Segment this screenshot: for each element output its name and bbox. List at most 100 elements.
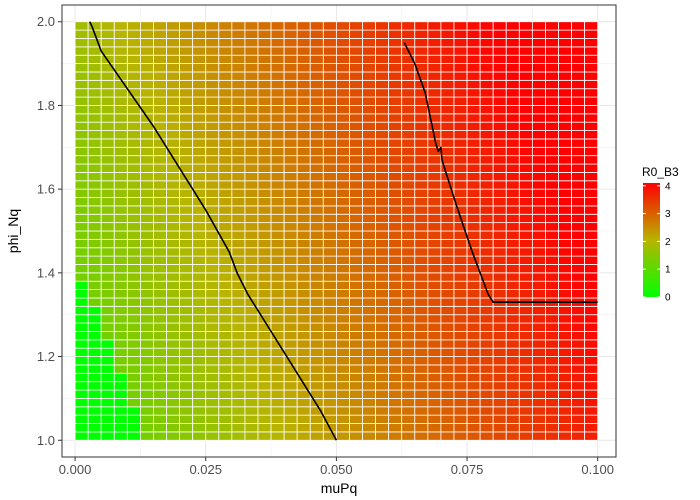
heatmap-tile xyxy=(296,406,311,416)
heatmap-tile xyxy=(126,356,141,366)
heatmap-tile xyxy=(231,381,246,391)
heatmap-tile xyxy=(388,406,403,416)
heatmap-tile xyxy=(531,414,546,424)
heatmap-tile xyxy=(545,172,559,182)
heatmap-tile xyxy=(505,96,520,106)
heatmap-tile xyxy=(179,339,194,349)
heatmap-tile xyxy=(571,356,586,366)
heatmap-tile xyxy=(584,372,599,383)
heatmap-tile xyxy=(440,389,455,399)
heatmap-tile xyxy=(322,180,337,190)
heatmap-tile xyxy=(153,113,167,123)
heatmap-tile xyxy=(270,146,285,157)
heatmap-tile xyxy=(296,21,311,31)
heatmap-tile xyxy=(309,197,324,207)
heatmap-tile xyxy=(296,79,311,90)
heatmap-tile xyxy=(87,364,102,374)
heatmap-tile xyxy=(505,121,520,131)
heatmap-tile xyxy=(440,121,455,131)
heatmap-tile xyxy=(584,213,599,224)
heatmap-tile xyxy=(270,272,285,282)
heatmap-tile xyxy=(205,305,220,316)
heatmap-tile xyxy=(296,138,311,148)
heatmap-tile xyxy=(401,113,416,123)
heatmap-tile xyxy=(362,331,376,341)
heatmap-tile xyxy=(349,406,363,416)
heatmap-tile xyxy=(492,105,507,115)
heatmap-tile xyxy=(192,247,207,257)
heatmap-tile xyxy=(192,46,207,56)
heatmap-tile xyxy=(518,238,533,249)
heatmap-tile xyxy=(375,38,390,48)
heatmap-tile xyxy=(205,331,220,341)
heatmap-tile xyxy=(192,63,207,73)
heatmap-tile xyxy=(558,314,572,324)
heatmap-tile xyxy=(505,163,520,173)
heatmap-tile xyxy=(179,213,194,224)
heatmap-tile xyxy=(518,63,533,73)
heatmap-tile xyxy=(283,314,298,324)
heatmap-tile xyxy=(531,155,546,165)
heatmap-tile xyxy=(466,155,481,165)
heatmap-tile xyxy=(192,21,207,31)
heatmap-tile xyxy=(584,414,599,424)
heatmap-tile xyxy=(87,264,102,274)
heatmap-tile xyxy=(440,71,455,81)
heatmap-tile xyxy=(440,297,455,307)
heatmap-tile xyxy=(584,63,599,73)
heatmap-tile xyxy=(100,130,115,140)
heatmap-tile xyxy=(74,213,89,224)
heatmap-tile xyxy=(296,423,311,433)
heatmap-tile xyxy=(153,431,167,441)
heatmap-tile xyxy=(492,172,507,182)
heatmap-tile xyxy=(153,29,167,39)
heatmap-tile xyxy=(113,46,128,56)
heatmap-tile xyxy=(296,71,311,81)
heatmap-tile xyxy=(584,389,599,399)
heatmap-tile xyxy=(192,297,207,307)
heatmap-tile xyxy=(309,38,324,48)
heatmap-tile xyxy=(518,38,533,48)
heatmap-tile xyxy=(479,180,494,190)
heatmap-tile xyxy=(139,272,154,282)
heatmap-tile xyxy=(362,389,376,399)
heatmap-tile xyxy=(113,213,128,224)
heatmap-tile xyxy=(283,255,298,265)
heatmap-tile xyxy=(322,372,337,383)
heatmap-tile xyxy=(427,247,442,257)
heatmap-tile xyxy=(388,331,403,341)
heatmap-tile xyxy=(531,46,546,56)
heatmap-tile xyxy=(584,172,599,182)
heatmap-tile xyxy=(257,339,272,349)
heatmap-tile xyxy=(126,280,141,290)
heatmap-tile xyxy=(139,372,154,383)
heatmap-tile xyxy=(335,205,350,215)
y-tick-label: 2.0 xyxy=(37,14,55,29)
heatmap-tile xyxy=(518,255,533,265)
heatmap-tile xyxy=(205,414,220,424)
heatmap-tile xyxy=(153,272,167,282)
heatmap-tile xyxy=(531,314,546,324)
heatmap-tile xyxy=(257,113,272,123)
heatmap-tile xyxy=(283,138,298,148)
heatmap-tile xyxy=(362,121,376,131)
heatmap-tile xyxy=(153,247,167,257)
heatmap-tile xyxy=(166,289,180,299)
heatmap-tile xyxy=(74,431,89,441)
heatmap-tile xyxy=(100,389,115,399)
heatmap-tile xyxy=(257,38,272,48)
heatmap-tile xyxy=(453,280,468,290)
heatmap-tile xyxy=(205,289,220,299)
heatmap-tile xyxy=(126,255,141,265)
heatmap-tile xyxy=(505,423,520,433)
heatmap-tile xyxy=(479,398,494,408)
heatmap-tile xyxy=(74,121,89,131)
heatmap-tile xyxy=(440,138,455,148)
heatmap-tile xyxy=(388,238,403,249)
heatmap-tile xyxy=(309,423,324,433)
heatmap-tile xyxy=(388,289,403,299)
heatmap-tile xyxy=(349,423,363,433)
heatmap-tile xyxy=(518,205,533,215)
heatmap-tile xyxy=(139,238,154,249)
heatmap-tile xyxy=(257,163,272,173)
